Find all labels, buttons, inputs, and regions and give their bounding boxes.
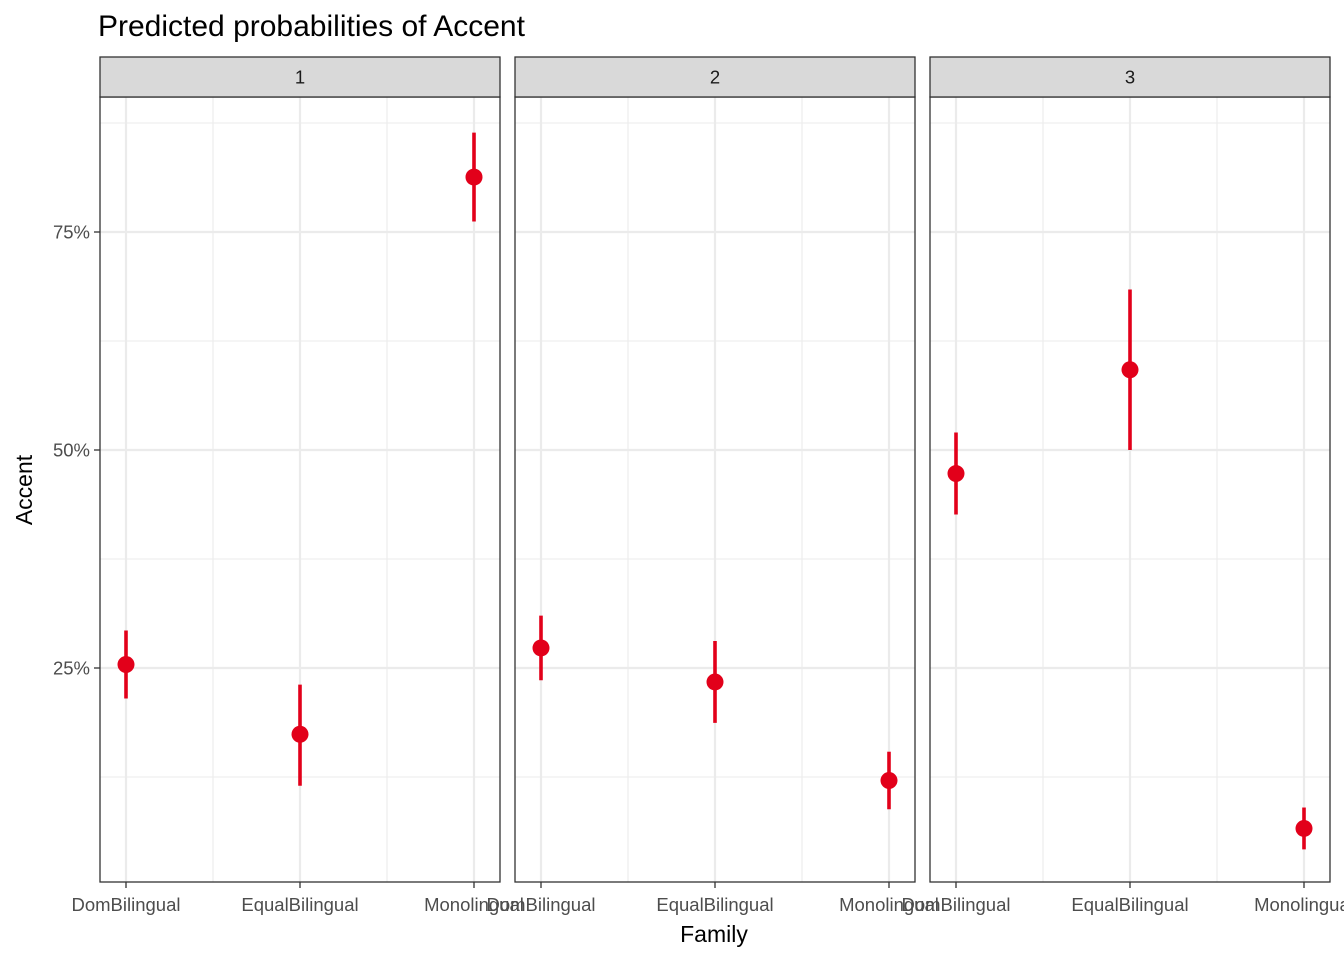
data-point [706,673,724,691]
x-tick-label: DomBilingual [72,894,181,915]
facet-strip-label: 3 [1125,67,1135,88]
data-point [880,771,898,789]
x-tick-label: Monolingual [424,894,524,915]
x-tick-label: DomBilingual [487,894,596,915]
x-tick-label: DomBilingual [902,894,1011,915]
chart-title: Predicted probabilities of Accent [98,10,526,43]
data-point [947,465,965,483]
data-point [1295,819,1313,837]
x-axis-title: Family [680,921,748,947]
y-axis-title: Accent [11,454,37,525]
x-tick-label: EqualBilingual [241,894,358,915]
facet-strip [929,56,1331,98]
data-point [1121,361,1139,379]
facet-panel-2: 2 DomBilingual EqualBilingual Monolingual [487,56,939,915]
y-tick-label: 50% [53,440,90,461]
data-point [532,639,550,657]
facet-strip-label: 1 [295,67,305,88]
data-point [465,168,483,186]
facet-strip [99,56,501,98]
x-tick-label: EqualBilingual [656,894,773,915]
x-tick-label: Monolingual [1254,894,1344,915]
data-point [117,656,135,674]
facet-panel-3: 3 DomBilingual EqualBilingual Monolingual [902,56,1344,915]
y-tick-label: 25% [53,658,90,679]
x-tick-label: EqualBilingual [1071,894,1188,915]
x-tick-label: Monolingual [839,894,939,915]
data-point [291,725,309,743]
facet-strip-label: 2 [710,67,720,88]
y-tick-label: 75% [53,222,90,243]
facet-panel-1: 1 DomBilingual EqualBilingual Monolingual [72,56,524,915]
facet-strip [514,56,916,98]
